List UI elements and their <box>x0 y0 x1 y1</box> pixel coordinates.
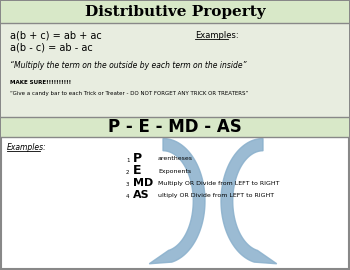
Text: 3: 3 <box>126 183 130 187</box>
Text: MAKE SURE!!!!!!!!!!: MAKE SURE!!!!!!!!!! <box>10 80 71 86</box>
Text: ultiply OR Divide from LEFT to RIGHT: ultiply OR Divide from LEFT to RIGHT <box>158 193 274 197</box>
Text: 2: 2 <box>126 170 130 176</box>
Text: Examples:: Examples: <box>7 143 47 153</box>
Text: P: P <box>133 153 142 166</box>
Text: P - E - MD - AS: P - E - MD - AS <box>108 118 242 136</box>
Text: arentheses: arentheses <box>158 157 193 161</box>
Text: “Give a candy bar to each Trick or Treater - DO NOT FORGET ANY TRICK OR TREATERS: “Give a candy bar to each Trick or Treat… <box>10 90 248 96</box>
Polygon shape <box>149 139 205 264</box>
Text: MD: MD <box>133 178 153 188</box>
Text: AS: AS <box>133 190 150 200</box>
Text: Distributive Property: Distributive Property <box>85 5 265 19</box>
Text: Examples:: Examples: <box>195 32 239 40</box>
Text: Exponents: Exponents <box>158 168 191 174</box>
Text: 1: 1 <box>126 158 130 164</box>
Text: Multiply OR Divide from LEFT to RIGHT: Multiply OR Divide from LEFT to RIGHT <box>158 181 280 185</box>
Bar <box>1 117 349 137</box>
Polygon shape <box>221 139 277 264</box>
Text: a(b + c) = ab + ac: a(b + c) = ab + ac <box>10 31 102 41</box>
Text: E: E <box>133 164 141 177</box>
Bar <box>1 23 349 117</box>
Text: a(b - c) = ab - ac: a(b - c) = ab - ac <box>10 43 93 53</box>
Bar <box>1 1 349 23</box>
Text: “Multiply the term on the outside by each term on the inside”: “Multiply the term on the outside by eac… <box>10 62 247 70</box>
Text: 4: 4 <box>126 194 130 200</box>
